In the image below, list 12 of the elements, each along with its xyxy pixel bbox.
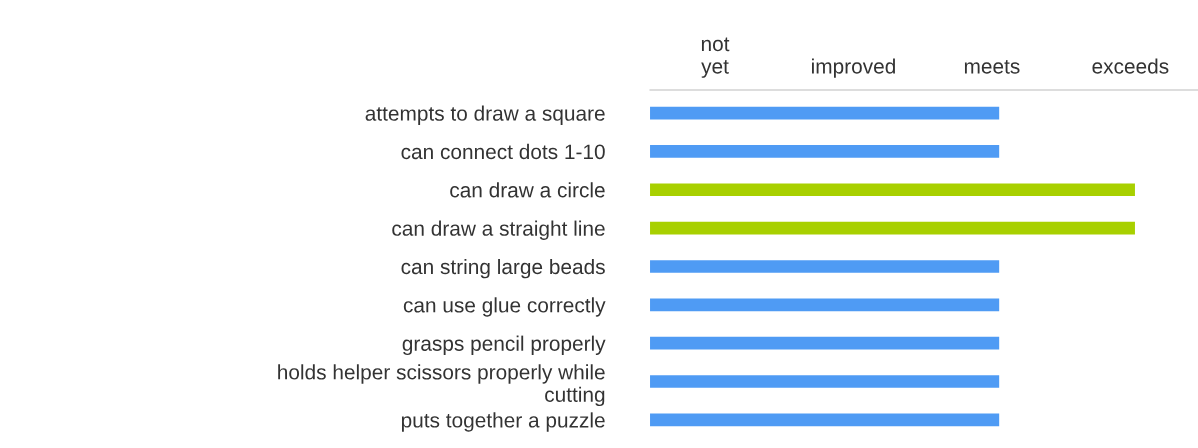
text: improved (812, 58, 895, 78)
y-tick-label: can draw a straight line (392, 220, 605, 240)
y-tick-label: can string large beads (401, 258, 605, 279)
y-tick-label: can use glue correctly (403, 297, 606, 317)
y-tick-label: grasps pencil properly (402, 335, 606, 356)
y-tick-label: puts together a puzzle (401, 412, 605, 432)
text: meets (964, 60, 1020, 74)
text: exceeds (1092, 58, 1169, 74)
y-tick-label: can connect dots 1-10 (401, 143, 605, 160)
y-tick-label: can draw a circle (450, 182, 605, 198)
text: not yet (701, 37, 730, 78)
y-tick-label: attempts to draw a square (365, 105, 605, 125)
